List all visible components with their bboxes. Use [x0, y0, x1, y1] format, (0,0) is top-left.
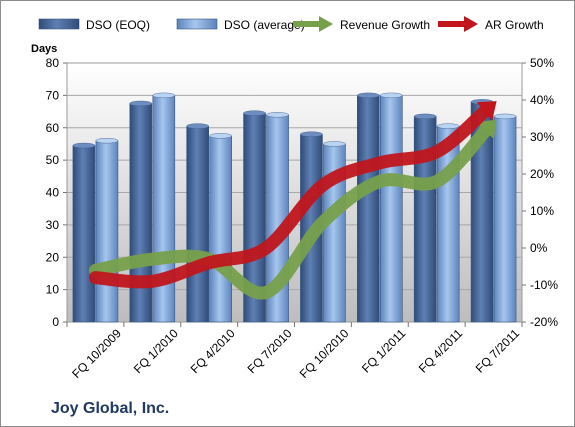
ar-growth-line [88, 103, 493, 289]
y-tick-label: 20 [46, 250, 60, 264]
bar-dso-eoq [186, 125, 209, 323]
y-tick-label: 70 [46, 88, 60, 102]
bar-cap [95, 137, 119, 144]
x-tick-label: FQ 1/2011 [359, 326, 409, 376]
arrow-group [88, 101, 497, 300]
x-tick-label: FQ 7/2011 [473, 326, 523, 376]
bar-dso-eoq [72, 145, 96, 323]
bar-cap [380, 92, 403, 99]
y-tick-label: 0 [52, 315, 59, 329]
legend-label-dso-eoq-: DSO (EOQ) [86, 18, 150, 32]
bar-cap [266, 112, 289, 118]
ar-growth-arrowhead [476, 101, 497, 121]
bar-cap [186, 123, 209, 129]
y-tick-label: 40 [46, 186, 60, 200]
x-tick-label: FQ 7/2010 [245, 326, 295, 376]
y-tick-label: 30 [46, 218, 60, 232]
y2-tick-label: 0% [530, 241, 548, 255]
bar-cap [493, 113, 517, 120]
revenue-growth-line [88, 122, 494, 300]
bar-dso-average [380, 95, 403, 323]
bar-cap [129, 100, 153, 107]
y-axis-title: Days [31, 43, 57, 55]
legend-label-revenue-growth: Revenue Growth [340, 18, 430, 32]
y-tick-label: 50 [46, 153, 60, 167]
company-name: Joy Global, Inc. [51, 400, 170, 417]
x-tick-label: FQ 1/2010 [131, 326, 181, 376]
legend-label-ar-growth: AR Growth [485, 18, 544, 32]
y-tick-label: 80 [46, 56, 60, 70]
revenue-growth-arrowhead [476, 119, 497, 140]
y2-tick-label: 30% [530, 130, 554, 144]
legend: DSO (EOQ) DSO (average) Revenue Growth AR G… [38, 16, 544, 32]
legend-arrowhead-revenue-growth [319, 16, 333, 32]
bar-dso-average [152, 95, 176, 323]
bar-cap [357, 92, 380, 99]
y2-tick-label: 10% [530, 204, 554, 218]
bar-dso-average [493, 116, 517, 323]
x-tick-label: FQ 10/2009 [69, 326, 124, 381]
legend-arrowhead-ar-growth [464, 16, 478, 32]
y2-tick-label: -20% [530, 315, 558, 329]
bar-cap [209, 133, 232, 139]
bar-cap [152, 92, 176, 99]
bar-cap [243, 110, 266, 116]
bar-cap [413, 113, 437, 120]
bar-cap [72, 142, 96, 149]
bar-dso-average [95, 140, 119, 323]
legend-swatch-dso-average- [176, 18, 218, 30]
legend-swatch-dso-eoq- [38, 18, 80, 30]
y-tick-label: 10 [46, 283, 60, 297]
bar-cap [436, 123, 460, 129]
y2-tick-label: 50% [530, 56, 554, 70]
y2-tick-label: -10% [530, 278, 558, 292]
x-tick-label: FQ 4/2011 [416, 326, 466, 376]
bar-cap [323, 141, 346, 147]
bar-dso-eoq [129, 103, 153, 323]
x-tick-label: FQ 4/2010 [188, 326, 238, 376]
y2-tick-label: 40% [530, 93, 554, 107]
bar-dso-eoq [357, 95, 380, 323]
x-tick-label: FQ 10/2010 [297, 326, 352, 381]
y-tick-label: 60 [46, 121, 60, 135]
bar-dso-average [209, 135, 232, 323]
bar-cap [300, 131, 323, 137]
legend-label-dso-average-: DSO (average) [224, 18, 305, 32]
y2-tick-label: 20% [530, 167, 554, 181]
